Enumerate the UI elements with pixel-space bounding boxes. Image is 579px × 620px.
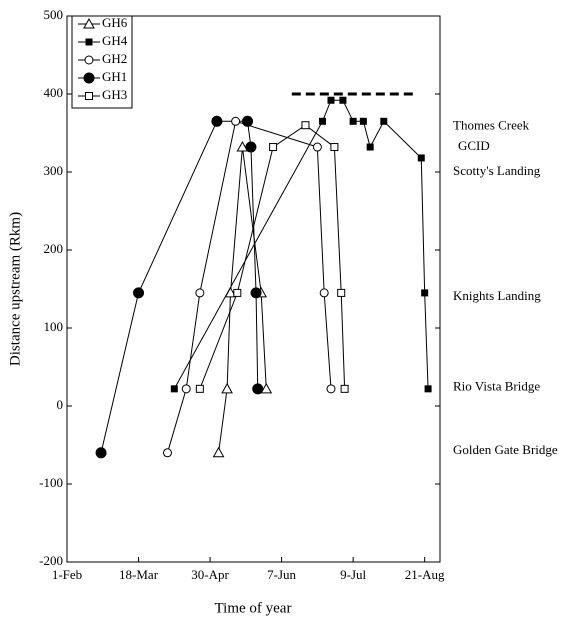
marker: [312, 142, 322, 152]
series-line: [167, 120, 332, 453]
legend-marker: [83, 17, 95, 29]
marker: [417, 154, 425, 162]
marker: [245, 141, 257, 153]
legend-marker: [83, 72, 95, 84]
marker: [181, 384, 191, 394]
marker: [250, 287, 262, 299]
legend-label: GH4: [102, 33, 128, 48]
marker: [133, 287, 145, 299]
location-label: GCID: [458, 138, 490, 153]
marker: [162, 448, 172, 458]
marker: [359, 117, 367, 125]
legend-label: GH1: [102, 69, 127, 84]
legend-marker: [84, 55, 94, 65]
y-tick-label: 400: [44, 85, 64, 100]
series-line: [218, 146, 267, 453]
marker: [319, 288, 329, 298]
marker: [195, 288, 205, 298]
location-label: Thomes Creek: [453, 118, 530, 133]
marker: [349, 117, 357, 125]
x-tick-label: 7-Jun: [267, 567, 296, 582]
marker: [366, 143, 374, 151]
marker: [195, 384, 204, 393]
series-line: [173, 99, 429, 390]
marker: [327, 96, 335, 104]
marker: [380, 117, 388, 125]
marker: [231, 116, 241, 126]
marker: [221, 382, 233, 394]
marker: [242, 115, 254, 127]
marker: [269, 143, 278, 152]
marker: [424, 385, 432, 393]
y-axis-label: Distance upstream (Rkm): [7, 212, 23, 366]
y-tick-label: -100: [39, 475, 63, 490]
x-axis-label: Time of year: [215, 600, 292, 616]
y-tick-label: 500: [44, 7, 64, 22]
marker: [337, 288, 346, 297]
marker: [339, 96, 347, 104]
legend-label: GH6: [102, 15, 128, 30]
location-label: Rio Vista Bridge: [453, 378, 540, 393]
location-label: Golden Gate Bridge: [453, 442, 558, 457]
y-tick-label: 300: [44, 163, 64, 178]
marker: [326, 384, 336, 394]
legend-box: [71, 15, 133, 109]
y-tick-label: 0: [57, 397, 64, 412]
marker: [252, 383, 264, 395]
x-tick-label: 1-Feb: [52, 567, 82, 582]
marker: [95, 447, 107, 459]
marker: [318, 117, 326, 125]
marker: [224, 286, 237, 298]
y-tick-label: 200: [44, 241, 64, 256]
series-line: [100, 120, 259, 453]
marker: [211, 115, 223, 127]
location-label: Knights Landing: [453, 288, 541, 303]
y-tick-label: 100: [44, 319, 64, 334]
marker: [421, 289, 429, 297]
marker: [330, 143, 339, 152]
location-label: Scotty's Landing: [453, 163, 541, 178]
marker: [212, 446, 225, 458]
legend-label: GH3: [102, 87, 127, 102]
x-tick-label: 21-Aug: [405, 567, 445, 582]
marker: [260, 382, 273, 394]
legend-marker: [85, 92, 93, 100]
legend-marker: [85, 38, 93, 46]
x-tick-label: 18-Mar: [119, 567, 159, 582]
plot-frame: [66, 15, 441, 563]
marker: [170, 385, 178, 393]
marker: [301, 121, 310, 130]
x-tick-label: 30-Apr: [191, 567, 229, 582]
marker: [233, 288, 242, 297]
marker: [340, 384, 349, 393]
marker: [236, 141, 249, 152]
x-tick-label: 9-Jul: [340, 567, 366, 582]
y-tick-label: -200: [39, 553, 63, 568]
legend-label: GH2: [102, 51, 127, 66]
